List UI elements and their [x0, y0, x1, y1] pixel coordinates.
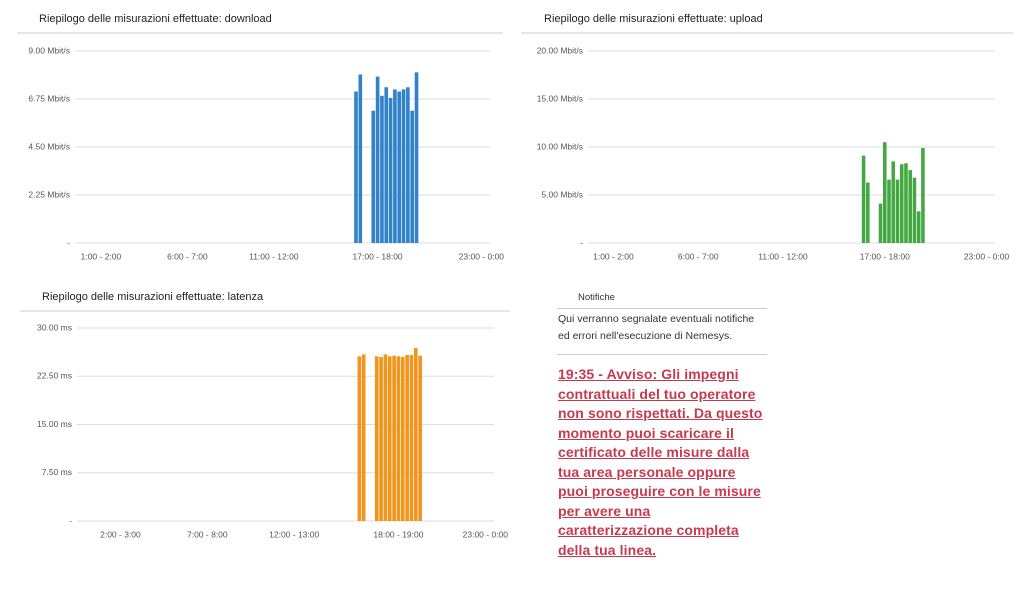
x-tick-label: 1:00 - 2:00: [593, 251, 634, 261]
bar: [418, 355, 422, 521]
bar: [397, 91, 402, 244]
x-tick-label: 1:00 - 2:00: [81, 251, 122, 261]
bar: [882, 142, 887, 243]
bar: [379, 356, 383, 521]
x-tick-label: 23:00 - 0:00: [964, 251, 1010, 261]
bar: [361, 354, 366, 521]
bar: [401, 89, 406, 244]
x-tick-label: 11:00 - 12:00: [249, 251, 299, 261]
bar: [866, 182, 870, 243]
bar: [400, 356, 405, 521]
y-tick-label: 9.00 Mbit/s: [28, 45, 70, 55]
x-tick-label: 17:00 - 18:00: [860, 251, 910, 261]
bar: [891, 161, 896, 243]
x-tick-label: 6:00 - 7:00: [678, 251, 719, 261]
notifications-intro: Qui verranno segnalate eventuali notific…: [557, 309, 767, 355]
bar: [357, 356, 362, 521]
bar: [895, 179, 900, 243]
bar: [358, 74, 363, 243]
x-tick-label: 12:00 - 13:00: [269, 529, 319, 539]
y-tick-label: 7.50 ms: [42, 467, 72, 477]
bar: [380, 95, 384, 243]
x-tick-label: 23:00 - 0:00: [459, 251, 505, 261]
bar: [409, 355, 414, 521]
bar: [371, 110, 376, 243]
y-tick-label: 22.50 ms: [37, 371, 72, 381]
bar: [406, 87, 410, 244]
y-tick-label: -: [69, 515, 72, 525]
bar: [878, 203, 883, 243]
x-tick-label: 6:00 - 7:00: [167, 251, 208, 261]
notifications-title: Notifiche: [557, 288, 767, 309]
x-tick-label: 17:00 - 18:00: [353, 251, 403, 261]
chart-title: Riepilogo delle misurazioni effettuate: …: [39, 13, 272, 25]
x-tick-label: 7:00 - 8:00: [187, 529, 228, 539]
bar: [912, 177, 917, 243]
y-tick-label: -: [67, 237, 70, 247]
y-tick-label: -: [580, 237, 583, 247]
notification-message[interactable]: 19:35 - Avviso: Gli impegni contrattuali…: [558, 366, 763, 558]
y-tick-label: 20.00 Mbit/s: [537, 45, 583, 55]
bar: [414, 72, 419, 243]
notifications-panel: Notifiche Qui verranno segnalate eventua…: [557, 288, 767, 560]
bar: [921, 147, 925, 243]
bar: [384, 87, 389, 244]
x-tick-label: 11:00 - 12:00: [758, 251, 808, 261]
x-tick-label: 23:00 - 0:00: [463, 529, 509, 539]
bar: [383, 354, 388, 521]
bar: [899, 164, 904, 243]
y-tick-label: 6.75 Mbit/s: [28, 93, 70, 103]
y-tick-label: 5.00 Mbit/s: [541, 189, 583, 199]
bar: [354, 91, 358, 244]
bar: [374, 356, 379, 521]
bar: [916, 211, 921, 243]
y-tick-label: 15.00 Mbit/s: [537, 93, 583, 103]
y-tick-label: 10.00 Mbit/s: [537, 141, 583, 151]
y-tick-label: 4.50 Mbit/s: [28, 141, 70, 151]
bar: [393, 89, 397, 244]
y-tick-label: 15.00 ms: [37, 419, 72, 429]
x-tick-label: 18:00 - 19:00: [373, 529, 423, 539]
bar: [908, 170, 912, 243]
bar: [413, 347, 418, 521]
bar: [375, 76, 380, 243]
y-tick-label: 30.00 ms: [37, 322, 72, 332]
chart-title: Riepilogo delle misurazioni effettuate: …: [544, 13, 763, 25]
bar: [904, 163, 908, 243]
bar: [410, 110, 415, 243]
bar: [887, 179, 891, 243]
y-tick-label: 2.25 Mbit/s: [28, 189, 70, 199]
bar: [392, 355, 396, 521]
x-tick-label: 2:00 - 3:00: [100, 529, 141, 539]
bar: [405, 355, 409, 521]
bar: [861, 155, 866, 243]
bar: [396, 356, 401, 521]
bar: [387, 356, 392, 521]
bar: [388, 97, 393, 243]
chart-title: Riepilogo delle misurazioni effettuate: …: [42, 291, 264, 303]
